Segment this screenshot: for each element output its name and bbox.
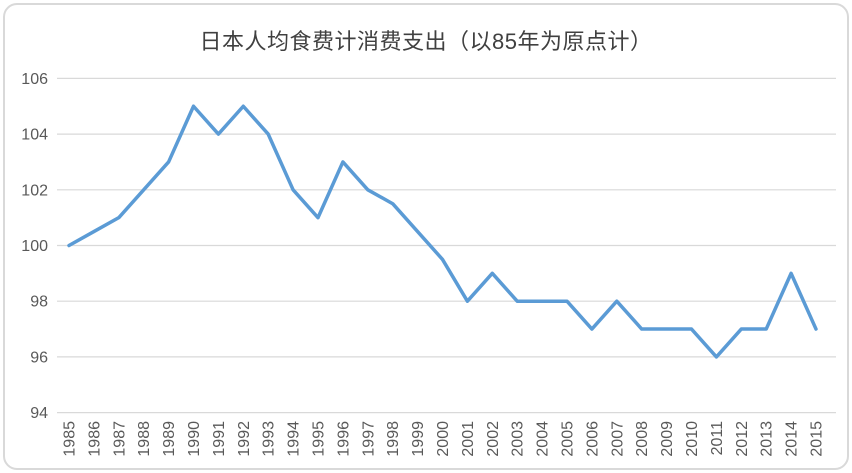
x-axis-tick-label: 2012: [734, 421, 751, 457]
x-axis-tick-label: 2002: [485, 421, 502, 457]
x-axis-tick-label: 1998: [385, 421, 402, 457]
x-axis-tick-label: 1993: [261, 421, 278, 457]
x-axis-tick-label: 2000: [435, 421, 452, 457]
x-axis-tick-label: 1999: [410, 421, 427, 457]
x-axis-tick-label: 2003: [510, 421, 527, 457]
chart-title: 日本人均食费计消费支出（以85年为原点计）: [199, 29, 653, 54]
x-axis-tick-label: 2007: [609, 421, 626, 457]
x-axis-tick-label: 2013: [759, 421, 776, 457]
data-line-series: [67, 104, 818, 359]
x-axis-tick-label: 2006: [584, 421, 601, 457]
x-axis-tick-label: 1989: [161, 421, 178, 457]
x-axis-tick-label: 2014: [784, 421, 801, 457]
x-axis-tick-label: 1987: [111, 421, 128, 457]
y-axis-tick-label: 100: [21, 238, 48, 255]
x-axis-tick-label: 2009: [659, 421, 676, 457]
chart-frame-border: [3, 3, 849, 470]
x-axis-tick-label: 2015: [809, 421, 826, 457]
x-axis-tick-label: 1991: [211, 421, 228, 457]
x-axis-tick-label: 2010: [684, 421, 701, 457]
x-axis-tick-label: 1997: [360, 421, 377, 457]
x-axis-tick-label: 1986: [86, 421, 103, 457]
x-axis-tick-label: 2008: [634, 421, 651, 457]
x-axis-tick-label: 1996: [335, 421, 352, 457]
y-axis-tick-label: 106: [21, 71, 48, 88]
y-axis-tick-label: 104: [21, 127, 48, 144]
y-axis-tick-label: 96: [30, 349, 48, 366]
x-axis-tick-label: 1992: [236, 421, 253, 457]
x-axis-tick-label: 2004: [535, 421, 552, 457]
y-axis-tick-label: 98: [30, 294, 48, 311]
y-axis-tick-label: 94: [30, 405, 48, 422]
x-axis-tick-label: 2005: [560, 421, 577, 457]
x-axis-tick-label: 1990: [186, 421, 203, 457]
y-axis-tick-label: 102: [21, 182, 48, 199]
x-axis-tick-label: 1985: [62, 421, 79, 457]
x-axis-tick-label: 1988: [136, 421, 153, 457]
x-axis-tick-label: 1994: [286, 421, 303, 457]
x-axis-tick-label: 2011: [709, 421, 726, 456]
x-axis-tick-label: 2001: [460, 421, 477, 457]
x-axis-tick-label: 1995: [311, 421, 328, 457]
